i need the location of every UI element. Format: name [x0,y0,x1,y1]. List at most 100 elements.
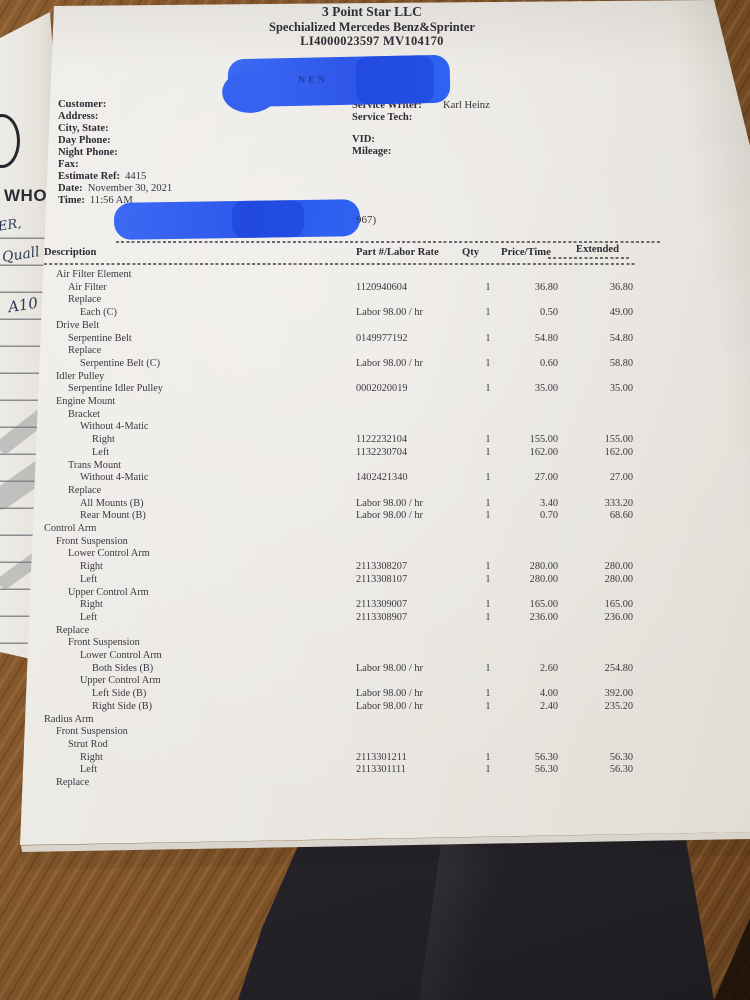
table-row: Without 4-Matic 1402421340 1 27.00 27.00 [20,472,680,485]
table-row: Rear Mount (B) Labor 98.00 / hr 1 0.70 6… [20,510,680,523]
table-row: Right Side (B) Labor 98.00 / hr 1 2.40 2… [20,700,680,714]
row-part-number: 1132230704 [356,446,408,458]
table-row: Left 2113308107 1 280.00 280.00 [20,573,680,587]
table-row: Front Suspension [20,535,680,549]
row-part-number: Labor 98.00 / hr [356,497,423,509]
row-price: 236.00 [529,611,558,623]
row-description: Each (C) [80,307,117,319]
row-description: Control Arm [44,523,97,534]
night-phone-label: Night Phone: [58,147,118,158]
row-description: Right [80,599,103,611]
row-part-number: Labor 98.00 / hr [356,307,423,319]
row-qty: 1 [485,383,491,395]
row-qty: 1 [485,510,491,522]
estimate-ref-line: Estimate Ref: 4415 [58,171,146,182]
row-part-number: 0002020019 [356,383,408,395]
row-price: 0.50 [539,307,558,319]
row-description: Left [80,764,98,776]
dashed-rule-header [44,263,636,265]
row-part-number: 0149977192 [356,332,408,344]
row-extended: 54.80 [609,332,633,344]
row-description: Replace [68,345,102,357]
table-row: Left 2113308907 1 236.00 236.00 [20,611,680,625]
row-qty: 1 [485,497,491,509]
row-extended: 58.80 [609,357,633,369]
table-row: Control Arm [20,523,680,536]
row-extended: 254.80 [604,662,633,674]
row-extended: 36.80 [609,281,633,293]
row-qty: 1 [485,688,491,700]
table-row: Radius Arm [20,714,680,727]
row-extended: 49.00 [609,307,633,319]
vid-label: VID: [352,134,375,145]
row-qty: 1 [485,281,491,293]
row-extended: 280.00 [604,573,633,585]
redaction-blob [231,199,305,239]
redaction-bar-vehicle [113,199,361,240]
row-price: 3.40 [539,497,558,509]
row-part-number: 2113301211 [356,751,407,763]
table-row: Right 2113308207 1 280.00 280.00 [20,561,680,574]
company-name: 3 Point Star LLC [322,4,422,19]
city-state-label: City, State: [58,123,109,134]
fax-label: Fax: [58,159,79,170]
row-description: Engine Mount [56,396,116,407]
dashed-rule-extended [548,257,630,259]
table-row: Bracket [20,409,680,422]
row-extended: 280.00 [604,561,633,573]
row-part-number: Labor 98.00 / hr [356,700,423,712]
row-price: 54.80 [534,332,558,344]
row-qty: 1 [485,332,491,344]
row-description: Idler Pulley [56,370,105,382]
dashed-rule-top [116,241,660,243]
date-label: Date: [58,183,83,194]
customer-label: Customer: [58,99,107,110]
table-row: Engine Mount [20,396,680,409]
service-writer-label: Service Writer: [352,100,422,111]
row-extended: 35.00 [609,383,633,395]
table-row: Without 4-Matic [20,421,680,434]
address-label: Address: [58,111,99,122]
row-description: Replace [56,777,90,788]
row-description: Air Filter [68,281,107,293]
table-row: Replace [20,345,680,358]
company-subtitle: Spechialized Mercedes Benz&Sprinter [269,19,475,34]
row-qty: 1 [485,434,491,446]
table-row: All Mounts (B) Labor 98.00 / hr 1 3.40 3… [20,497,680,511]
row-qty: 1 [485,307,491,319]
table-row: Replace [20,625,680,638]
column-header-extended: Extended [576,244,619,255]
day-phone-label: Day Phone: [58,135,111,146]
row-description: Lower Control Arm [68,548,150,560]
row-extended: 333.20 [604,497,633,509]
redaction-blob [355,55,435,105]
row-part-number: 2113308207 [356,561,408,573]
row-qty: 1 [485,561,491,573]
table-row: Left 2113301111 1 56.30 56.30 [20,764,680,777]
table-row: Left Side (B) Labor 98.00 / hr 1 4.00 39… [20,688,680,701]
row-description: Right [80,751,103,763]
time-label: Time: [58,195,85,206]
row-qty: 1 [485,700,491,712]
row-price: 165.00 [529,599,558,611]
row-description: Air Filter Element [56,269,132,280]
row-description: Serpentine Belt [68,332,132,344]
column-header-description: Description [44,247,97,258]
row-description: Front Suspension [56,535,128,547]
table-row: Serpentine Belt 0149977192 1 54.80 54.80 [20,332,680,346]
row-price: 0.60 [539,357,558,369]
row-description: Lower Control Arm [80,650,162,661]
date-line: Date: November 30, 2021 [58,183,172,194]
row-description: Serpentine Idler Pulley [68,383,163,395]
row-description: Left [80,611,98,623]
service-writer-value: Karl Heinz [443,100,490,111]
table-row: Right 1122232104 1 155.00 155.00 [20,434,680,447]
row-extended: 56.30 [609,764,633,776]
row-qty: 1 [485,764,491,776]
row-price: 36.80 [534,281,558,293]
table-row: Right 2113309007 1 165.00 165.00 [20,599,680,612]
row-extended: 165.00 [604,599,633,611]
row-description: Upper Control Arm [80,675,161,687]
row-description: Left [92,446,110,458]
